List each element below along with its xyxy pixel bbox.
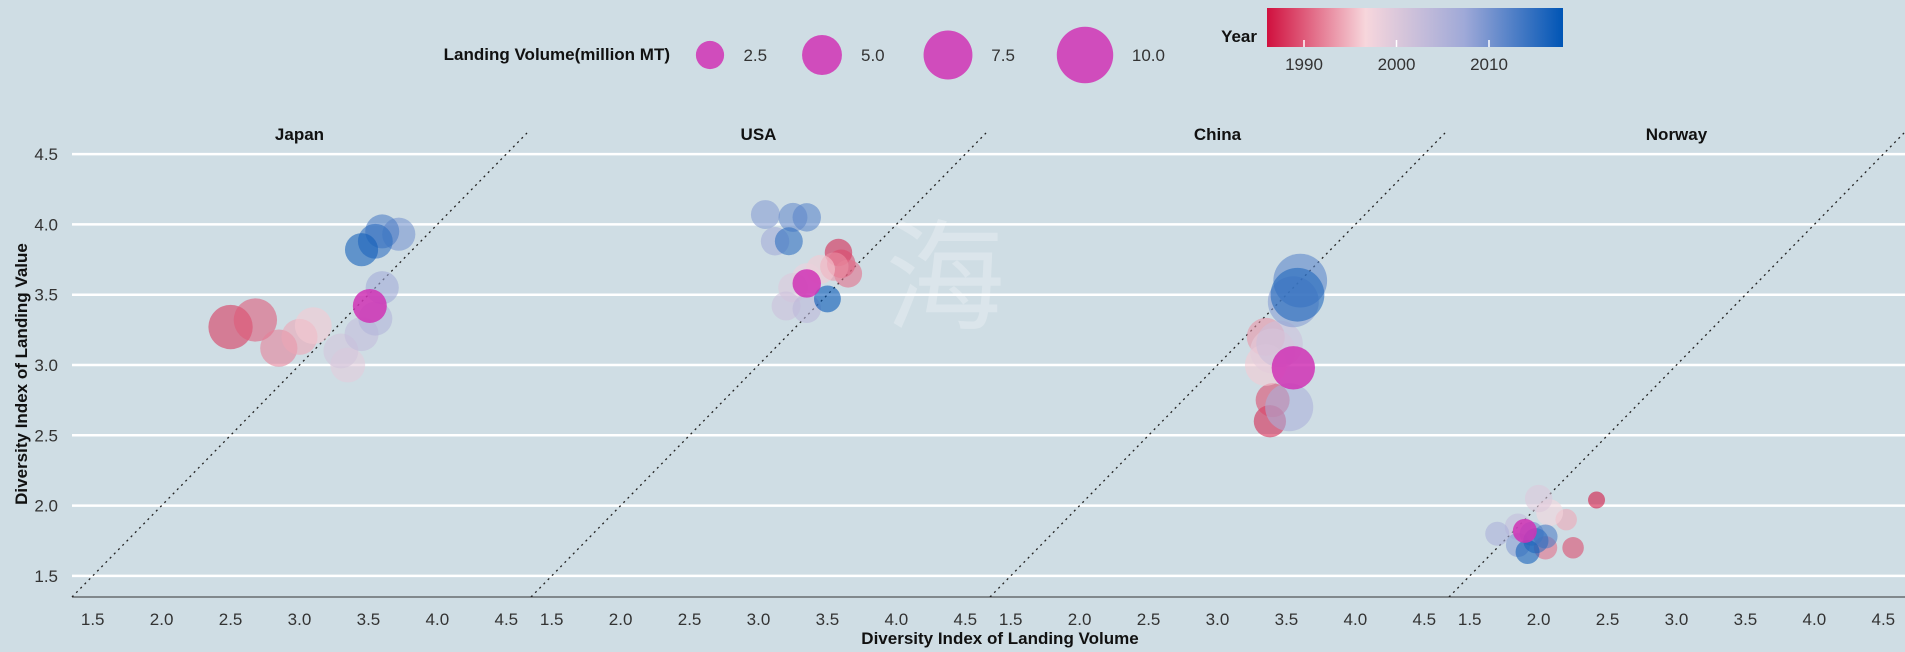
- identity-line: [71, 132, 528, 597]
- identity-line: [530, 132, 987, 597]
- data-bubble: [294, 307, 332, 345]
- year-tick-label: 1990: [1285, 55, 1323, 74]
- y-tick-label: 3.5: [34, 286, 58, 305]
- data-bubble: [1588, 491, 1606, 509]
- x-tick-label: 2.5: [1137, 610, 1161, 629]
- data-bubble: [1515, 539, 1540, 565]
- y-tick-label: 1.5: [34, 567, 58, 586]
- x-tick-label: 2.0: [609, 610, 633, 629]
- highlight-bubble: [1271, 346, 1316, 390]
- year-tick-label: 2010: [1470, 55, 1508, 74]
- x-tick-label: 4.5: [1412, 610, 1436, 629]
- x-tick-label: 1.5: [81, 610, 105, 629]
- data-bubble: [792, 294, 821, 323]
- facet-title: China: [1194, 125, 1242, 144]
- facet-title: USA: [741, 125, 777, 144]
- panel-japan: Japan 1.5 2.0 2.5 3.0 3.5 4.0 4.5: [71, 125, 528, 629]
- panel-usa: USA 1.5 2.0 2.5 3.0 3.5 4.0 4.5: [530, 125, 987, 629]
- x-tick-label: 4.0: [1803, 610, 1827, 629]
- data-bubble: [1524, 484, 1553, 513]
- data-bubble: [233, 298, 278, 342]
- x-tick-label: 4.0: [1344, 610, 1368, 629]
- x-tick-label: 3.5: [816, 610, 840, 629]
- highlight-bubble: [792, 269, 821, 298]
- data-bubble: [1485, 521, 1510, 546]
- facet-title: Japan: [275, 125, 324, 144]
- identity-line: [989, 132, 1446, 597]
- x-tick-label: 3.5: [1734, 610, 1758, 629]
- size-legend-title: Landing Volume(million MT): [444, 45, 670, 64]
- highlight-bubble: [352, 288, 387, 323]
- x-tick-label: 4.5: [953, 610, 977, 629]
- size-legend-bubble: [695, 40, 725, 70]
- y-tick-label: 4.5: [34, 145, 58, 164]
- x-tick-label: 3.0: [1206, 610, 1230, 629]
- y-tick-label: 4.0: [34, 215, 58, 234]
- x-tick-label: 2.0: [1068, 610, 1092, 629]
- data-bubble: [1562, 537, 1584, 559]
- data-bubble: [344, 233, 379, 267]
- year-colorbar: [1267, 8, 1563, 47]
- size-legend-label: 10.0: [1132, 46, 1165, 65]
- data-bubble: [750, 200, 780, 230]
- x-tick-label: 2.0: [150, 610, 174, 629]
- y-axis-title: Diversity Index of Landing Value: [12, 243, 31, 505]
- size-legend-bubble: [923, 30, 973, 80]
- legend-area: Landing Volume(million MT) Year 2.5 5.0 7.…: [444, 8, 1563, 84]
- x-tick-label: 3.0: [747, 610, 771, 629]
- size-legend-label: 2.5: [743, 46, 767, 65]
- x-tick-label: 1.5: [1458, 610, 1482, 629]
- data-bubble: [1270, 267, 1325, 322]
- facet-panels: 1.5 2.0 2.5 3.0 3.5 4.0 4.5 Japan 1.5 2.0 2.5 3.0 3.…: [34, 125, 1905, 629]
- size-legend-bubble: [802, 35, 842, 75]
- color-legend-title: Year: [1221, 27, 1257, 46]
- x-tick-label: 2.5: [678, 610, 702, 629]
- data-bubble: [813, 285, 841, 313]
- x-axis-title: Diversity Index of Landing Volume: [861, 629, 1138, 648]
- x-tick-label: 1.5: [540, 610, 564, 629]
- x-tick-label: 4.0: [885, 610, 909, 629]
- facet-title: Norway: [1646, 125, 1708, 144]
- x-tick-label: 3.5: [1275, 610, 1299, 629]
- x-tick-label: 3.5: [357, 610, 381, 629]
- x-tick-label: 3.0: [1665, 610, 1689, 629]
- x-tick-label: 2.5: [219, 610, 243, 629]
- x-tick-label: 1.5: [999, 610, 1023, 629]
- size-legend-bubble: [1056, 26, 1114, 84]
- highlight-bubble: [1512, 518, 1537, 543]
- panel-norway: Norway 1.5 2.0 2.5 3.0 3.5 4.0 4.5: [1448, 125, 1905, 629]
- data-bubble: [1265, 383, 1314, 432]
- watermark-character: 海: [885, 210, 1005, 349]
- x-tick-label: 4.5: [1871, 610, 1895, 629]
- x-tick-label: 4.0: [426, 610, 450, 629]
- x-tick-label: 3.0: [288, 610, 312, 629]
- data-bubble: [774, 227, 803, 256]
- x-tick-label: 2.5: [1596, 610, 1620, 629]
- x-tick-label: 2.0: [1527, 610, 1551, 629]
- y-tick-label: 3.0: [34, 356, 58, 375]
- size-legend-label: 5.0: [861, 46, 885, 65]
- panel-china: China 1.5 2.0 2.5 3.0 3.5 4.0 4.5: [989, 125, 1446, 629]
- size-legend-label: 7.5: [991, 46, 1015, 65]
- data-bubble: [792, 203, 821, 232]
- y-tick-label: 2.5: [34, 426, 58, 445]
- year-tick-label: 2000: [1378, 55, 1416, 74]
- y-tick-label: 2.0: [34, 497, 58, 516]
- x-tick-label: 4.5: [494, 610, 518, 629]
